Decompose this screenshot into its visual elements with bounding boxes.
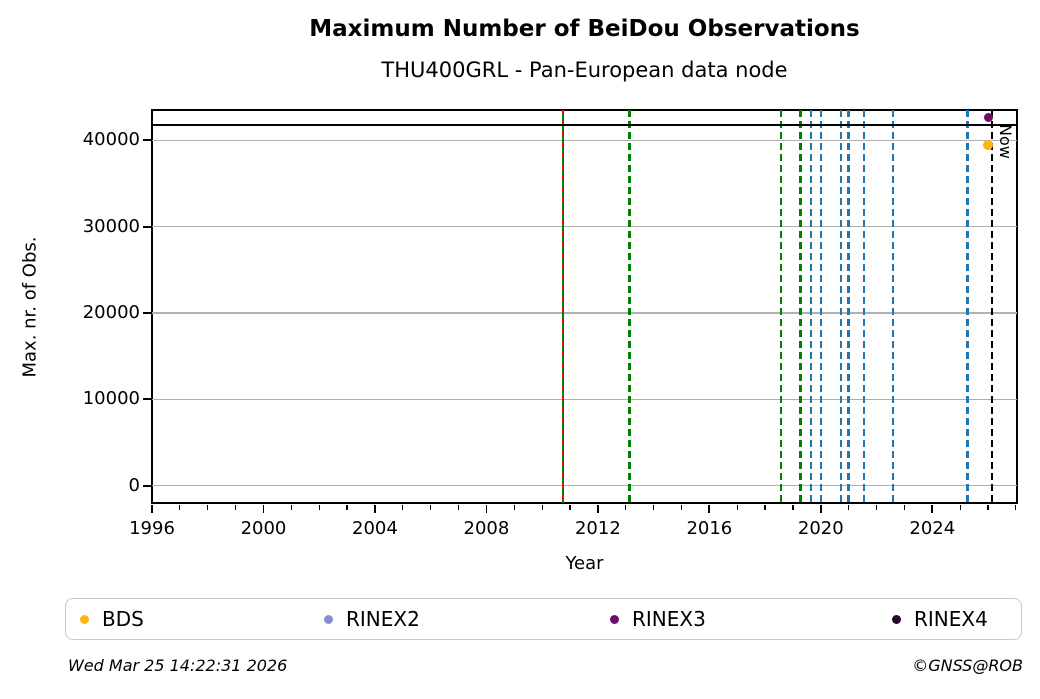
legend-item-bds: BDS xyxy=(80,606,144,632)
legend-marker-rinex2 xyxy=(324,614,333,624)
y-gridline xyxy=(152,398,1017,401)
x-axis-minor-tick xyxy=(235,505,237,510)
y-tick-label: 10000 xyxy=(82,388,140,410)
event-line xyxy=(966,110,969,503)
x-axis-minor-tick xyxy=(987,505,989,510)
x-tick-label: 2012 xyxy=(574,518,621,539)
legend-item-rinex2: RINEX2 xyxy=(324,606,420,632)
event-line xyxy=(819,110,823,503)
y-gridline xyxy=(152,485,1017,487)
y-axis-tick xyxy=(143,484,151,487)
x-tick-label: 2008 xyxy=(463,518,510,539)
y-axis-tick xyxy=(143,139,151,142)
x-axis-minor-tick xyxy=(792,505,794,510)
legend-label: RINEX2 xyxy=(346,607,420,631)
now-label: Now xyxy=(995,124,1015,159)
event-line xyxy=(799,110,802,503)
legend-label: BDS xyxy=(102,607,144,631)
x-axis-tick xyxy=(262,505,265,513)
y-gridline xyxy=(152,312,1017,314)
x-axis-minor-tick xyxy=(680,505,683,510)
y-tick-label: 20000 xyxy=(82,301,140,323)
legend xyxy=(65,598,1022,640)
event-line xyxy=(839,110,843,503)
y-gridline xyxy=(152,139,1017,141)
x-axis-tick xyxy=(151,505,153,513)
x-axis-label: Year xyxy=(565,553,604,574)
plot-area xyxy=(151,109,1018,504)
legend-item-rinex4: RINEX4 xyxy=(892,606,988,632)
event-line xyxy=(847,110,850,503)
legend-marker-rinex3 xyxy=(610,614,619,624)
legend-marker-rinex4 xyxy=(892,614,901,624)
data-point-rinex3 xyxy=(983,113,993,123)
event-line xyxy=(892,110,895,503)
x-axis-minor-tick xyxy=(207,505,209,510)
x-tick-label: 1996 xyxy=(129,518,175,539)
x-axis-tick xyxy=(374,505,376,513)
y-tick-label: 30000 xyxy=(82,215,140,237)
x-axis-minor-tick xyxy=(402,505,404,510)
x-tick-label: 2004 xyxy=(352,518,398,539)
legend-label: RINEX3 xyxy=(632,607,706,631)
event-line xyxy=(561,110,565,503)
x-axis-minor-tick xyxy=(903,505,905,510)
x-tick-label: 2016 xyxy=(686,518,733,539)
y-gridline xyxy=(152,225,1017,228)
chart-title: Maximum Number of BeiDou Observations xyxy=(309,16,860,42)
x-axis-minor-tick xyxy=(764,505,766,510)
max-obs-line xyxy=(152,123,1017,126)
x-axis-tick xyxy=(819,505,822,513)
x-axis-tick xyxy=(596,505,599,513)
x-axis-minor-tick xyxy=(625,505,627,510)
x-axis-minor-tick xyxy=(653,505,655,510)
event-line xyxy=(809,110,813,503)
legend-marker-bds xyxy=(80,614,89,624)
event-line xyxy=(780,110,783,503)
x-axis-minor-tick xyxy=(179,505,181,510)
y-axis-label: Max. nr. of Obs. xyxy=(19,236,41,378)
y-tick-label: 40000 xyxy=(82,129,140,151)
x-axis-minor-tick xyxy=(457,505,460,510)
legend-label: RINEX4 xyxy=(914,607,988,631)
timestamp: Wed Mar 25 14:22:31 2026 xyxy=(68,656,288,675)
x-axis-minor-tick xyxy=(736,505,738,510)
x-axis-minor-tick xyxy=(430,505,432,510)
x-axis-minor-tick xyxy=(346,505,348,510)
x-axis-minor-tick xyxy=(318,505,320,510)
x-tick-label: 2020 xyxy=(797,518,844,539)
y-axis-tick xyxy=(143,398,151,401)
x-axis-minor-tick xyxy=(290,505,292,510)
y-axis-tick xyxy=(143,225,151,228)
x-axis-tick xyxy=(485,505,488,513)
x-axis-minor-tick xyxy=(1015,505,1017,510)
credit: ©GNSS@ROB xyxy=(912,656,1023,675)
event-line xyxy=(862,110,865,503)
data-point-bds xyxy=(983,139,994,150)
y-tick-label: 0 xyxy=(128,474,140,496)
x-axis-minor-tick xyxy=(569,505,571,510)
x-axis-minor-tick xyxy=(875,505,878,510)
x-axis-tick xyxy=(708,505,711,513)
x-axis-minor-tick xyxy=(513,505,515,510)
legend-item-rinex3: RINEX3 xyxy=(610,606,706,632)
now-line xyxy=(990,110,994,503)
y-axis-tick xyxy=(143,311,151,314)
x-tick-label: 2024 xyxy=(909,518,956,539)
x-tick-label: 2000 xyxy=(240,518,287,539)
x-axis-minor-tick xyxy=(959,505,961,510)
chart-subtitle: THU400GRL - Pan-European data node xyxy=(381,58,788,82)
x-axis-minor-tick xyxy=(541,505,543,510)
event-line xyxy=(628,110,631,503)
x-axis-tick xyxy=(931,505,934,513)
x-axis-minor-tick xyxy=(848,505,850,510)
